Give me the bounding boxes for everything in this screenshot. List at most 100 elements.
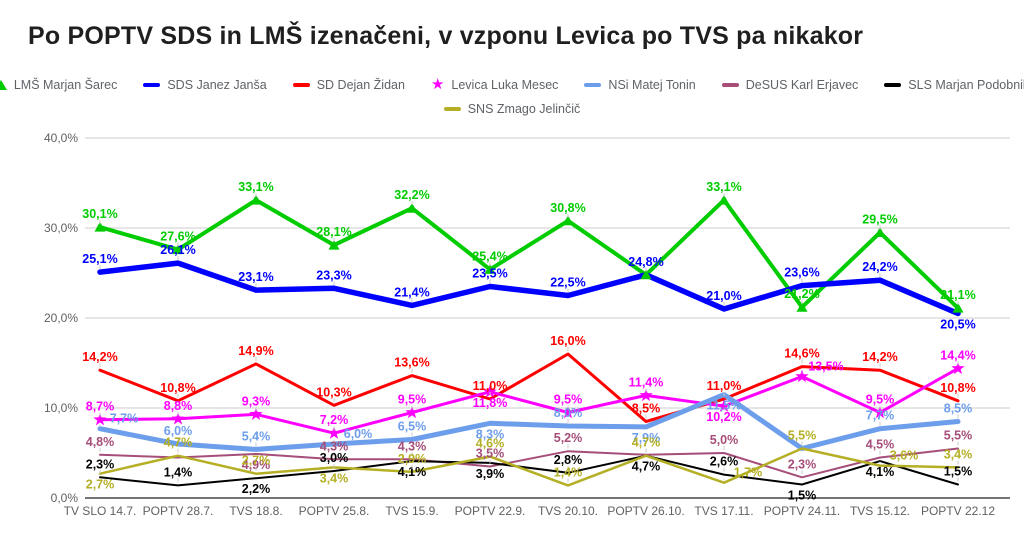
x-axis-label: TV SLO 14.7. xyxy=(64,504,137,518)
triangle-marker-icon xyxy=(952,302,964,313)
triangle-marker-icon xyxy=(94,221,106,232)
data-label-levica: 8,7% xyxy=(86,400,115,414)
legend-label: SD Dejan Židan xyxy=(316,78,405,92)
legend-item-sls[interactable]: SLS Marjan Podobnik xyxy=(884,78,1024,92)
data-label-desus: 4,3% xyxy=(320,439,349,453)
data-label-lms: 33,1% xyxy=(238,180,273,194)
data-label-nsi: 7,7% xyxy=(110,412,139,426)
data-label-sns: 2,7% xyxy=(86,478,115,492)
star-marker-icon xyxy=(93,412,107,426)
data-label-levica: 9,5% xyxy=(398,393,427,407)
data-label-lms: 32,2% xyxy=(394,188,429,202)
data-label-sls: 2,2% xyxy=(242,482,271,496)
data-label-levica: 9,3% xyxy=(242,394,271,408)
triangle-marker-icon xyxy=(718,194,730,205)
data-label-levica: 7,2% xyxy=(320,413,349,427)
data-label-sds: 25,1% xyxy=(82,252,117,266)
x-axis-label: TVS 15.9. xyxy=(385,504,438,518)
data-label-sd: 8,5% xyxy=(632,402,661,416)
data-label-desus: 4,9% xyxy=(242,458,271,472)
star-marker-icon xyxy=(405,405,419,419)
legend-label: Levica Luka Mesec xyxy=(451,78,559,92)
series-line-sds xyxy=(97,260,961,317)
data-label-sns: 2,9% xyxy=(398,452,427,466)
data-label-nsi: 6,0% xyxy=(344,427,373,441)
data-label-desus: 4,8% xyxy=(86,435,115,449)
data-label-desus: 5,2% xyxy=(554,431,583,445)
x-axis-label: POPTV 26.10. xyxy=(607,504,684,518)
data-label-sd: 16,0% xyxy=(550,334,585,348)
data-label-sns: 5,5% xyxy=(788,429,817,443)
line-swatch-icon xyxy=(584,83,602,87)
data-label-lms: 30,1% xyxy=(82,207,117,221)
data-label-sns: 1,7% xyxy=(734,466,763,480)
y-axis-label: 30,0% xyxy=(44,221,78,235)
series-line-nsi xyxy=(97,392,961,452)
data-label-sns: 3,4% xyxy=(944,447,973,461)
legend-item-sds[interactable]: SDS Janez Janša xyxy=(143,78,267,92)
data-label-sd: 14,2% xyxy=(862,350,897,364)
data-label-nsi: 5,4% xyxy=(242,429,271,443)
data-label-sd: 14,2% xyxy=(82,350,117,364)
data-label-sds: 24,2% xyxy=(862,260,897,274)
legend-item-levica[interactable]: ★ Levica Luka Mesec xyxy=(431,77,559,92)
data-label-nsi: 11,5% xyxy=(707,399,742,413)
series-line-lms xyxy=(98,198,960,311)
chart-title: Po POPTV SDS in LMŠ izenačeni, v vzponu … xyxy=(28,22,864,50)
line-chart-svg: 0,0% 10,0% 20,0% 30,0% 40,0% TV SLO 14.7. POPT… xyxy=(44,131,1010,518)
x-axis-label: POPTV 25.8. xyxy=(299,504,370,518)
data-label-sd: 13,6% xyxy=(394,356,429,370)
data-label-sds: 23,3% xyxy=(316,268,351,282)
data-label-sd: 11,0% xyxy=(473,379,508,393)
legend-label: SLS Marjan Podobnik xyxy=(908,78,1024,92)
legend-label: SDS Janez Janša xyxy=(167,78,267,92)
legend-label: SNS Zmago Jelinčič xyxy=(467,102,581,116)
x-axis-label: POPTV 22.9. xyxy=(455,504,526,518)
data-label-sns: 3,4% xyxy=(320,471,349,485)
data-label-sls: 4,1% xyxy=(398,465,427,479)
star-marker-icon xyxy=(483,384,497,398)
data-label-sd: 10,3% xyxy=(316,385,351,399)
series-line-sd xyxy=(98,352,960,423)
data-label-sds: 23,1% xyxy=(238,270,273,284)
data-label-sds: 24,8% xyxy=(628,255,663,269)
legend-item-lms[interactable]: LMŠ Marjan Šarec xyxy=(0,78,117,92)
series-line-levica xyxy=(98,366,960,435)
star-marker-icon xyxy=(951,361,965,375)
data-label-desus: 4,5% xyxy=(866,438,895,452)
line-swatch-icon xyxy=(721,83,739,87)
y-axis-label: 10,0% xyxy=(44,401,78,415)
triangle-marker-icon xyxy=(484,263,496,274)
legend-item-sns[interactable]: SNS Zmago Jelinčič xyxy=(443,102,581,116)
data-label-sls: 1,5% xyxy=(788,489,817,503)
data-label-sds: 22,5% xyxy=(550,276,585,290)
data-label-sls: 2,6% xyxy=(710,455,739,469)
y-axis-label: 0,0% xyxy=(51,491,79,505)
data-label-levica: 9,5% xyxy=(554,393,583,407)
data-label-sls: 3,0% xyxy=(320,451,349,465)
triangle-marker-icon xyxy=(328,239,340,250)
y-axis-label: 20,0% xyxy=(44,311,78,325)
data-label-sls: 1,5% xyxy=(944,465,973,479)
data-label-sls: 2,8% xyxy=(554,453,583,467)
data-label-sls: 3,9% xyxy=(476,467,505,481)
data-label-sds: 20,5% xyxy=(940,318,975,332)
data-label-sns: 4,7% xyxy=(164,436,193,450)
series-line-sns xyxy=(98,447,960,487)
data-label-levica: 11,4% xyxy=(629,375,664,389)
legend-item-sd[interactable]: SD Dejan Židan xyxy=(292,78,405,92)
data-label-desus: 5,5% xyxy=(944,429,973,443)
x-axis-label: POPTV 28.7. xyxy=(143,504,214,518)
data-label-sns: 3,6% xyxy=(890,449,919,463)
data-label-sns: 4,7% xyxy=(632,436,661,450)
triangle-marker-icon xyxy=(640,269,652,280)
data-label-sns: 2,7% xyxy=(242,454,271,468)
data-label-lms: 33,1% xyxy=(706,180,741,194)
line-swatch-icon xyxy=(292,83,310,87)
legend-item-desus[interactable]: DeSUS Karl Erjavec xyxy=(721,78,858,92)
legend-item-nsi[interactable]: NSi Matej Tonin xyxy=(584,78,696,92)
y-axis-label: 40,0% xyxy=(44,131,78,145)
triangle-marker-icon xyxy=(172,244,184,255)
data-label-nsi: 8,3% xyxy=(476,427,505,441)
